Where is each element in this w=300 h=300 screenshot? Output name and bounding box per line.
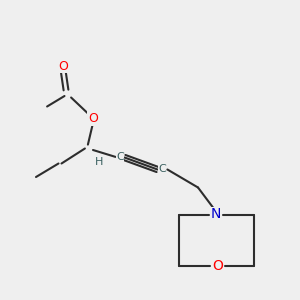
Text: N: N bbox=[211, 208, 221, 221]
Text: O: O bbox=[58, 59, 68, 73]
Text: O: O bbox=[212, 259, 223, 272]
Text: O: O bbox=[88, 112, 98, 125]
Text: C: C bbox=[116, 152, 124, 163]
Text: C: C bbox=[158, 164, 166, 175]
Text: H: H bbox=[95, 157, 103, 167]
